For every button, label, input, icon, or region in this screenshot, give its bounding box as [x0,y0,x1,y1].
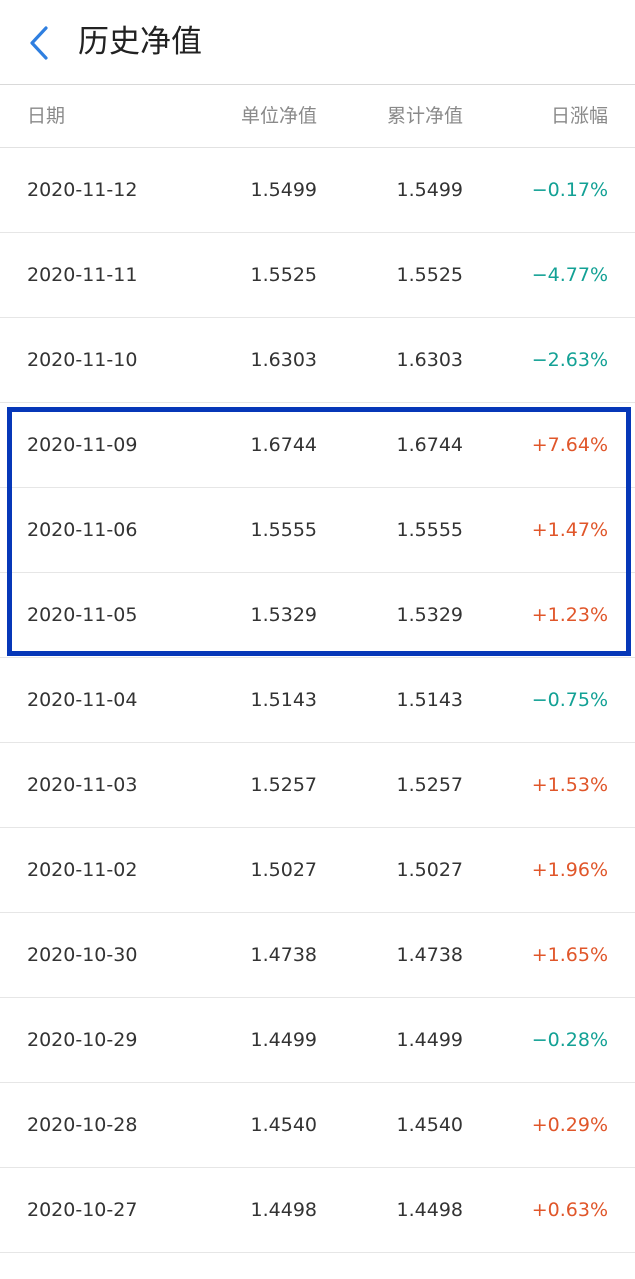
row-acc-nav: 1.5257 [396,774,463,796]
table-row[interactable]: 2020-10-28 1.4540 1.4540 +0.29% [0,1083,635,1168]
table-row[interactable]: 2020-11-02 1.5027 1.5027 +1.96% [0,828,635,913]
row-acc-nav: 1.4498 [396,1199,463,1221]
row-date: 2020-10-28 [27,1114,138,1136]
row-acc-nav: 1.4540 [396,1114,463,1136]
row-date: 2020-11-02 [27,859,138,881]
table-row[interactable]: 2020-11-03 1.5257 1.5257 +1.53% [0,743,635,828]
row-change: −0.28% [531,1029,608,1051]
row-unit-nav: 1.5027 [250,859,317,881]
row-unit-nav: 1.5525 [250,264,317,286]
back-button[interactable] [22,22,58,64]
row-date: 2020-11-04 [27,689,138,711]
row-change: −2.63% [531,349,608,371]
table-row[interactable]: 2020-11-10 1.6303 1.6303 −2.63% [0,318,635,403]
column-header-change: 日涨幅 [550,105,608,127]
chevron-left-icon [30,26,48,60]
row-change: +1.65% [531,944,608,966]
row-acc-nav: 1.5329 [396,604,463,626]
row-date: 2020-11-05 [27,604,138,626]
table-row[interactable]: 2020-10-29 1.4499 1.4499 −0.28% [0,998,635,1083]
row-acc-nav: 1.5525 [396,264,463,286]
row-unit-nav: 1.5499 [250,179,317,201]
row-change: −0.75% [531,689,608,711]
column-header-date: 日期 [27,105,66,127]
table-row[interactable]: 2020-11-11 1.5525 1.5525 −4.77% [0,233,635,318]
row-change: +1.96% [531,859,608,881]
row-change: +1.23% [531,604,608,626]
row-acc-nav: 1.5555 [396,519,463,541]
page-title: 历史净值 [78,24,202,60]
row-date: 2020-11-12 [27,179,138,201]
row-acc-nav: 1.4499 [396,1029,463,1051]
row-unit-nav: 1.5257 [250,774,317,796]
row-unit-nav: 1.4498 [250,1199,317,1221]
row-change: +1.53% [531,774,608,796]
row-change: +0.29% [531,1114,608,1136]
row-date: 2020-11-03 [27,774,138,796]
row-acc-nav: 1.5027 [396,859,463,881]
row-acc-nav: 1.4738 [396,944,463,966]
row-unit-nav: 1.4499 [250,1029,317,1051]
row-unit-nav: 1.6744 [250,434,317,456]
row-change: −0.17% [531,179,608,201]
row-change: −4.77% [531,264,608,286]
row-acc-nav: 1.5499 [396,179,463,201]
row-unit-nav: 1.5329 [250,604,317,626]
row-change: +1.47% [531,519,608,541]
column-header-acc-nav: 累计净值 [386,105,463,127]
row-unit-nav: 1.5555 [250,519,317,541]
row-change: +0.63% [531,1199,608,1221]
row-date: 2020-10-30 [27,944,138,966]
row-date: 2020-10-29 [27,1029,138,1051]
table-row[interactable]: 2020-11-12 1.5499 1.5499 −0.17% [0,148,635,233]
table-row[interactable]: 2020-10-27 1.4498 1.4498 +0.63% [0,1168,635,1253]
table-row[interactable]: 2020-11-06 1.5555 1.5555 +1.47% [0,488,635,573]
row-acc-nav: 1.5143 [396,689,463,711]
row-unit-nav: 1.6303 [250,349,317,371]
row-date: 2020-11-11 [27,264,138,286]
table-header: 日期 单位净值 累计净值 日涨幅 [0,86,635,148]
row-unit-nav: 1.5143 [250,689,317,711]
column-header-unit-nav: 单位净值 [240,105,317,127]
row-change: +7.64% [531,434,608,456]
row-date: 2020-10-27 [27,1199,138,1221]
table-row[interactable]: 2020-11-05 1.5329 1.5329 +1.23% [0,573,635,658]
row-acc-nav: 1.6744 [396,434,463,456]
row-unit-nav: 1.4738 [250,944,317,966]
table-row[interactable]: 2020-11-09 1.6744 1.6744 +7.64% [0,403,635,488]
row-acc-nav: 1.6303 [396,349,463,371]
row-date: 2020-11-06 [27,519,138,541]
row-date: 2020-11-09 [27,434,138,456]
top-bar: 历史净值 [0,0,635,85]
table-row[interactable]: 2020-11-04 1.5143 1.5143 −0.75% [0,658,635,743]
row-date: 2020-11-10 [27,349,138,371]
row-unit-nav: 1.4540 [250,1114,317,1136]
table-row[interactable]: 2020-10-30 1.4738 1.4738 +1.65% [0,913,635,998]
